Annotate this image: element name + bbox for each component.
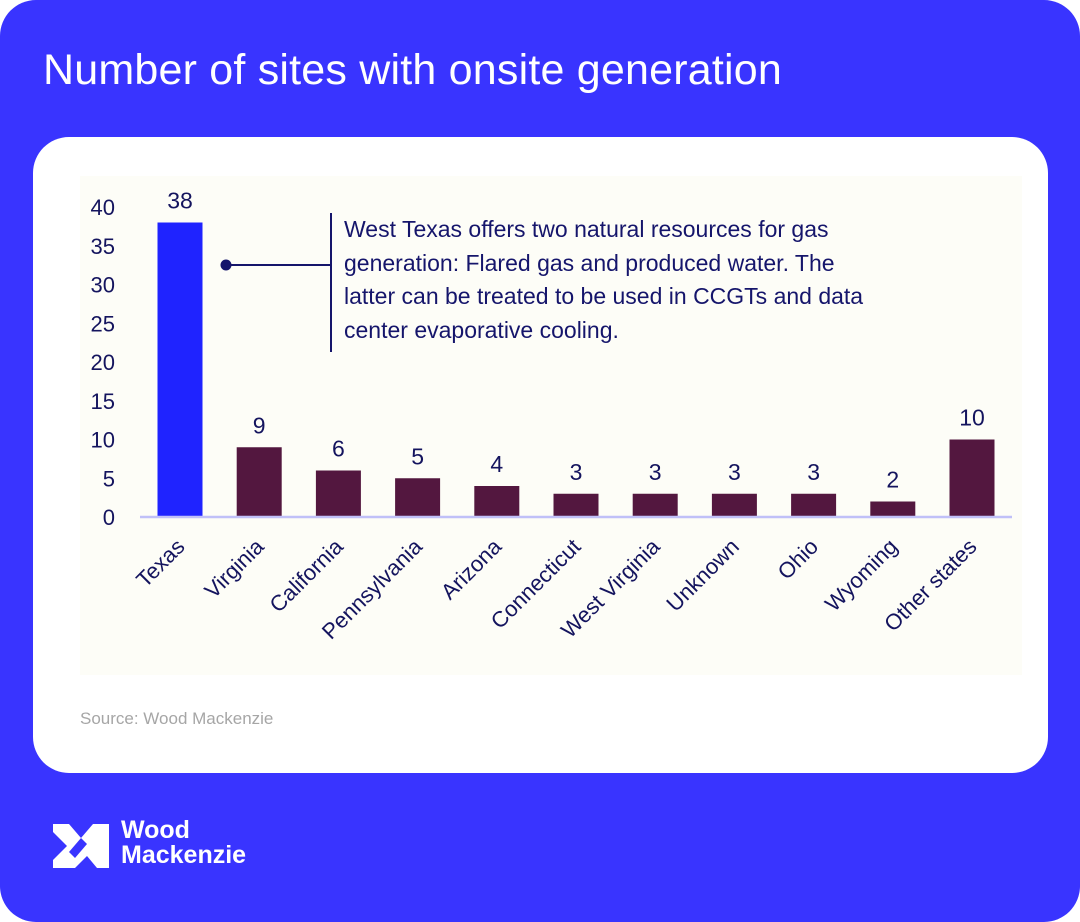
x-tick-label: Ohio bbox=[773, 534, 824, 585]
bar-ohio bbox=[791, 493, 837, 517]
bar-west-virginia bbox=[632, 493, 678, 517]
y-tick-label: 30 bbox=[91, 273, 115, 298]
annotation-line: generation: Flared gas and produced wate… bbox=[344, 249, 835, 276]
bar-connecticut bbox=[553, 493, 599, 517]
brand-name-line1: Wood bbox=[121, 816, 190, 844]
bar-texas bbox=[157, 222, 203, 517]
bar-california bbox=[315, 470, 361, 517]
bar-wyoming bbox=[870, 501, 916, 517]
value-label: 4 bbox=[490, 451, 503, 477]
brand-name-line2: Mackenzie bbox=[121, 841, 247, 869]
x-tick-label: Unknown bbox=[661, 534, 744, 617]
value-labels: 38 9 6 5 4 3 3 3 3 2 10 bbox=[167, 188, 985, 493]
annotation-connector bbox=[220, 213, 332, 352]
x-tick-label: Wyoming bbox=[820, 534, 902, 616]
plot-area bbox=[80, 176, 1022, 675]
value-label: 10 bbox=[959, 405, 985, 431]
value-label: 2 bbox=[886, 467, 899, 493]
value-label: 3 bbox=[649, 459, 662, 485]
x-tick-label: Virginia bbox=[199, 533, 269, 603]
annotation-line: center evaporative cooling. bbox=[344, 316, 619, 343]
value-label: 9 bbox=[253, 412, 266, 438]
x-tick-label: California bbox=[265, 533, 349, 617]
chart-title: Number of sites with onsite generation bbox=[43, 46, 782, 94]
y-tick-label: 40 bbox=[91, 195, 115, 220]
y-tick-label: 35 bbox=[91, 234, 115, 259]
x-tick-label: Texas bbox=[131, 534, 189, 592]
bar-other-states bbox=[949, 439, 995, 517]
bar-virginia bbox=[236, 447, 282, 517]
bars bbox=[157, 222, 995, 517]
value-label: 6 bbox=[332, 436, 345, 462]
wood-mackenzie-logo-icon bbox=[53, 824, 109, 868]
bar-pennsylvania bbox=[395, 478, 441, 517]
y-tick-label: 0 bbox=[103, 505, 115, 530]
value-label: 3 bbox=[570, 459, 583, 485]
x-tick-label: Arizona bbox=[436, 533, 507, 604]
y-tick-label: 15 bbox=[91, 389, 115, 414]
value-label: 3 bbox=[807, 459, 820, 485]
annotation-line: latter can be treated to be used in CCGT… bbox=[344, 283, 864, 309]
brand-name: Wood Mackenzie bbox=[121, 818, 246, 868]
source-note: Source: Wood Mackenzie bbox=[80, 709, 274, 728]
value-label: 38 bbox=[167, 188, 193, 214]
y-axis-ticks: 0 5 10 15 20 25 30 35 40 bbox=[91, 195, 115, 530]
annotation-line: West Texas offers two natural resources … bbox=[344, 216, 829, 242]
value-label: 3 bbox=[728, 459, 741, 485]
bar-arizona bbox=[474, 486, 520, 517]
annotation-text: West Texas offers two natural resources … bbox=[344, 213, 1004, 347]
y-tick-label: 5 bbox=[103, 466, 115, 491]
y-tick-label: 10 bbox=[91, 428, 115, 453]
bar-unknown bbox=[711, 493, 757, 517]
value-label: 5 bbox=[411, 443, 424, 469]
y-tick-label: 25 bbox=[91, 311, 115, 336]
y-tick-label: 20 bbox=[91, 350, 115, 375]
